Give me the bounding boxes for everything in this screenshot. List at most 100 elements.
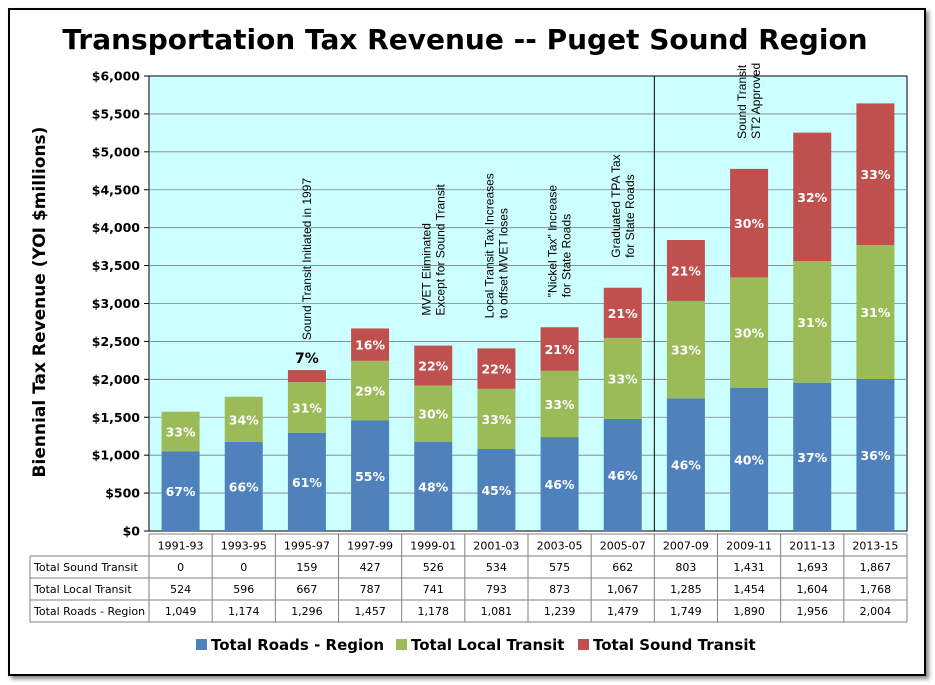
data-label: 46% [545, 477, 575, 492]
bar-segment [730, 168, 769, 278]
bar-segment [477, 388, 516, 450]
bar-segment [793, 261, 832, 383]
table-cell: 1,239 [544, 605, 576, 618]
y-tick-label: $2,500 [92, 334, 141, 349]
bar-segment [351, 360, 390, 421]
data-table: 1991-93 1993-95 1995-97 1997-99 1999-01 2001-… [29, 533, 908, 623]
data-label: 33% [481, 412, 511, 427]
bar-segment [603, 287, 642, 338]
table-cell: 1,174 [228, 605, 260, 618]
table-cell: 526 [423, 561, 444, 574]
bar-segment [414, 345, 453, 386]
y-tick-label: $3,000 [92, 296, 141, 311]
plot-area: $0 $500 $1,000 $1,500 $2,000 $2,500 $3,000 $3,5… [92, 63, 908, 539]
y-tick-label: $5,500 [92, 106, 141, 121]
data-label: 40% [734, 452, 764, 467]
data-label: 66% [229, 479, 259, 494]
bar-segment [477, 449, 516, 531]
category-label: 1997-99 [347, 540, 393, 553]
data-label: 61% [292, 475, 322, 490]
data-label: 21% [545, 342, 575, 357]
annotation-text: Graduated TPA Tax [609, 154, 623, 257]
category-label: 2009-11 [726, 540, 772, 553]
legend-entry: Total Roads - Region [211, 636, 384, 654]
category-label: 1993-95 [221, 540, 267, 553]
table-cell: 2,004 [860, 605, 892, 618]
bar-segment [666, 398, 705, 531]
data-label: 16% [355, 338, 385, 353]
table-cell: 575 [549, 561, 570, 574]
table-cell: 793 [486, 583, 507, 596]
data-label: 22% [481, 362, 511, 377]
bar-segment [856, 379, 895, 531]
table-cell: 1,956 [797, 605, 829, 618]
table-cell: 1,604 [797, 583, 829, 596]
table-cell: 1,049 [165, 605, 197, 618]
table-cell: 1,285 [670, 583, 702, 596]
y-tick-label: $1,000 [92, 448, 141, 463]
table-cell: 741 [423, 583, 444, 596]
table-row-label: Total Roads - Region [33, 605, 145, 618]
annotation-text: Sound Transit [735, 64, 749, 139]
data-label: 31% [292, 400, 322, 415]
table-cell: 534 [486, 561, 507, 574]
bar-segment [414, 385, 453, 442]
legend-swatch [196, 639, 207, 650]
bar-segment [603, 418, 642, 531]
data-label: 48% [418, 479, 448, 494]
category-label: 2013-15 [852, 540, 898, 553]
bar-segment [477, 348, 516, 389]
table-cell: 1,067 [607, 583, 639, 596]
table-cell: 427 [360, 561, 381, 574]
table-cell: 873 [549, 583, 570, 596]
table-cell: 1,081 [481, 605, 513, 618]
table-cell: 1,890 [733, 605, 765, 618]
data-label: 29% [355, 384, 385, 399]
y-tick-label: $0 [123, 524, 141, 539]
data-label: 22% [418, 359, 448, 374]
data-label: 37% [797, 450, 827, 465]
category-label: 2007-09 [663, 540, 709, 553]
legend: Total Roads - Region Total Local Transit T… [196, 636, 756, 654]
data-label: 33% [166, 425, 196, 440]
table-cell: 1,867 [860, 561, 892, 574]
bar-segment [287, 370, 326, 383]
bar-segment [730, 277, 769, 388]
table-cell: 1,431 [733, 561, 765, 574]
bar-segment [161, 451, 200, 531]
y-tick-label: $4,500 [92, 182, 141, 197]
bar-segment [224, 441, 263, 531]
table-cell: 596 [233, 583, 254, 596]
legend-entry: Total Sound Transit [593, 636, 756, 654]
data-label: 46% [671, 458, 701, 473]
bar-segment [351, 420, 390, 531]
category-label: 1995-97 [284, 540, 330, 553]
bar-segment [856, 244, 895, 380]
bar-segment [287, 432, 326, 531]
table-cell: 1,454 [733, 583, 765, 596]
y-tick-label: $500 [105, 486, 140, 501]
data-label: 21% [671, 263, 701, 278]
table-cell: 1,479 [607, 605, 639, 618]
bar-segment [161, 411, 200, 452]
bar-segment [730, 387, 769, 531]
data-label: 32% [797, 190, 827, 205]
table-row-label: Total Sound Transit [33, 561, 138, 574]
data-label: 33% [671, 343, 701, 358]
table-cell: 667 [296, 583, 317, 596]
annotation-text: MVET Eliminated [419, 223, 433, 315]
bar-segment [540, 437, 579, 531]
category-label: 2003-05 [537, 540, 583, 553]
y-tick-label: $5,000 [92, 144, 141, 159]
bar-segment [287, 382, 326, 433]
data-label: 33% [608, 371, 638, 386]
bar-segment [793, 132, 832, 262]
bar-segment [856, 103, 895, 245]
data-label: 31% [860, 305, 890, 320]
bar-segment [540, 327, 579, 371]
table-row-label: Total Local Transit [33, 583, 132, 596]
legend-swatch [578, 639, 589, 650]
bar-segment [666, 300, 705, 399]
data-label: 34% [229, 412, 259, 427]
